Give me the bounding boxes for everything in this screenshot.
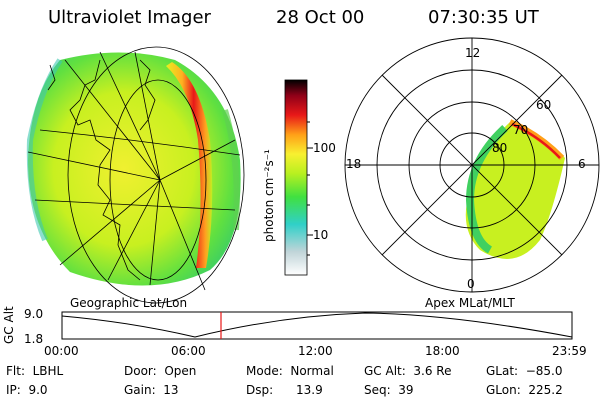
- alt-ylabel: GC Alt: [2, 306, 16, 344]
- mlat-label-80: 80: [492, 141, 508, 155]
- info-gain: Gain: 13: [124, 383, 179, 397]
- alt-xtick-4: 23:59: [552, 344, 587, 358]
- colorbar-tick-10: 10: [313, 228, 329, 242]
- alt-xtick-2: 12:00: [298, 344, 333, 358]
- info-mode: Mode: Normal: [246, 364, 334, 378]
- right-panel-label: Apex MLat/MLT: [425, 296, 515, 310]
- info-flt: Flt: LBHL: [6, 364, 64, 378]
- mlt-label-0: 0: [467, 277, 475, 291]
- polar-plot: [344, 37, 600, 293]
- mlt-label-12: 12: [465, 46, 481, 60]
- left-panel-label: Geographic Lat/Lon: [70, 296, 188, 310]
- time: 07:30:35 UT: [428, 7, 539, 28]
- info-seq: Seq: 39: [364, 383, 414, 397]
- alt-xtick-3: 18:00: [425, 344, 460, 358]
- colorbar-label: photon cm⁻²s⁻¹: [262, 149, 276, 242]
- alt-ytick-top: 9.0: [24, 307, 44, 321]
- info-glon: GLon: 225.2: [486, 383, 563, 397]
- info-door: Door: Open: [124, 364, 197, 378]
- colorbar-tick-100: 100: [313, 141, 336, 155]
- title: Ultraviolet Imager: [48, 7, 211, 28]
- mlat-label-60: 60: [536, 98, 552, 112]
- globe-image: [26, 46, 245, 304]
- colorbar: [284, 79, 313, 276]
- info-ip: IP: 9.0: [6, 383, 48, 397]
- info-gcalt: GC Alt: 3.6 Re: [364, 364, 452, 378]
- alt-xtick-0: 00:00: [44, 344, 79, 358]
- altitude-plot: [61, 311, 573, 340]
- date: 28 Oct 00: [276, 7, 365, 28]
- alt-ytick-bottom: 1.8: [24, 332, 44, 346]
- info-dsp: Dsp: 13.9: [246, 383, 323, 397]
- info-glat: GLat: −85.0: [486, 364, 563, 378]
- mlt-label-18: 18: [346, 157, 362, 171]
- alt-xtick-1: 06:00: [171, 344, 206, 358]
- mlt-label-6: 6: [578, 157, 586, 171]
- mlat-label-70: 70: [513, 123, 529, 137]
